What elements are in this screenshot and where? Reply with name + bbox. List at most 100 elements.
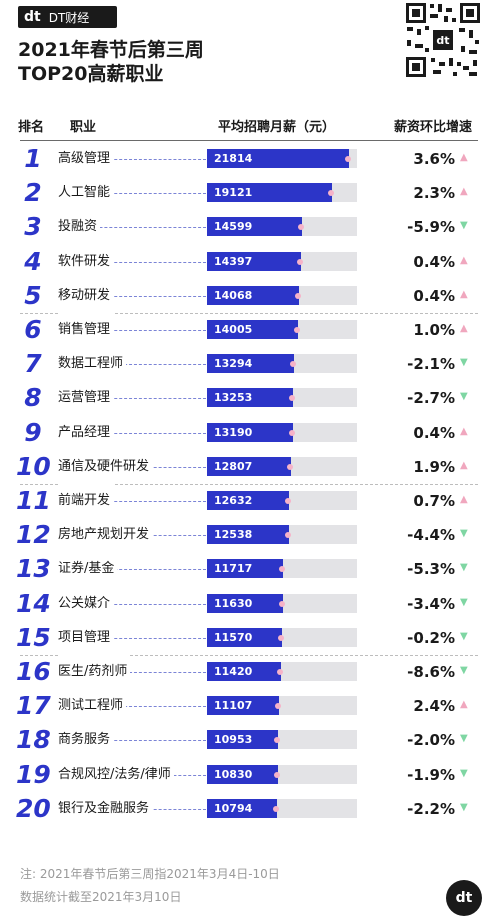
up-arrow-icon: ▲ bbox=[460, 459, 468, 471]
leader-line bbox=[60, 603, 206, 605]
table-row: 9 产品经理 13190 0.4% ▲ bbox=[0, 415, 497, 450]
rank-number: 16 bbox=[16, 657, 51, 686]
job-label: 高级管理 bbox=[58, 142, 114, 176]
job-label: 软件研发 bbox=[58, 244, 114, 279]
up-arrow-icon: ▲ bbox=[460, 699, 468, 711]
rank-number: 5 bbox=[24, 280, 42, 310]
rank-number: 20 bbox=[16, 793, 51, 823]
table-row: 10 通信及硬件研发 12807 1.9% ▲ bbox=[0, 449, 497, 484]
growth-value: -1.9% bbox=[407, 765, 455, 784]
salary-value: 12632 bbox=[214, 494, 253, 507]
leader-line bbox=[60, 569, 206, 571]
job-label: 产品经理 bbox=[58, 415, 114, 450]
table-row: 5 移动研发 14068 0.4% ▲ bbox=[0, 278, 497, 313]
growth-value: 0.4% bbox=[413, 252, 455, 271]
table-row: 3 投融资 14599 -5.9% ▼ bbox=[0, 210, 497, 245]
bar-track: 13190 bbox=[207, 422, 357, 442]
bar-end-marker bbox=[284, 532, 291, 539]
up-arrow-icon: ▲ bbox=[460, 425, 468, 437]
growth-value: 1.9% bbox=[413, 457, 455, 476]
bar-end-marker bbox=[286, 463, 293, 470]
leader-line bbox=[60, 398, 206, 400]
growth-value: -5.3% bbox=[407, 560, 455, 579]
growth-value: 0.7% bbox=[413, 492, 455, 510]
salary-value: 11717 bbox=[214, 562, 253, 576]
salary-bar: 14599 bbox=[207, 217, 303, 237]
down-arrow-icon: ▼ bbox=[460, 801, 468, 813]
salary-value: 11420 bbox=[214, 665, 253, 678]
bar-end-marker bbox=[277, 669, 284, 675]
bar-track: 19121 bbox=[207, 183, 357, 203]
bar-track: 10830 bbox=[207, 764, 357, 784]
down-arrow-icon: ▼ bbox=[460, 220, 468, 232]
salary-bar: 11717 bbox=[207, 559, 284, 579]
rank-number: 14 bbox=[16, 588, 51, 618]
growth-value: 3.6% bbox=[413, 150, 455, 168]
rank-number: 6 bbox=[24, 315, 42, 344]
bar-end-marker bbox=[278, 634, 285, 641]
growth-value: -4.4% bbox=[407, 526, 455, 545]
salary-value: 11570 bbox=[214, 630, 253, 644]
table-row: 11 前端开发 12632 0.7% ▲ bbox=[0, 484, 497, 518]
salary-value: 19121 bbox=[214, 186, 253, 200]
salary-value: 13190 bbox=[214, 425, 253, 439]
leader-line bbox=[60, 193, 206, 195]
salary-bar: 13253 bbox=[207, 388, 294, 408]
growth-value: 2.3% bbox=[413, 184, 455, 203]
bar-track: 12632 bbox=[207, 491, 357, 510]
job-label: 运营管理 bbox=[58, 381, 114, 416]
salary-bar: 13294 bbox=[207, 354, 294, 374]
chart-title-line1: 2021年春节后第三周 bbox=[18, 39, 204, 61]
down-arrow-icon: ▼ bbox=[460, 767, 468, 779]
rank-number: 4 bbox=[24, 246, 42, 276]
job-label: 合规风控/法务/律师 bbox=[58, 757, 174, 792]
salary-bar: 11570 bbox=[207, 627, 283, 647]
table-row: 7 数据工程师 13294 -2.1% ▼ bbox=[0, 347, 497, 382]
bar-track: 13253 bbox=[207, 388, 357, 408]
bar-track: 12807 bbox=[207, 456, 357, 476]
job-label: 商务服务 bbox=[58, 723, 114, 758]
table-row: 14 公关媒介 11630 -3.4% ▼ bbox=[0, 586, 497, 621]
brand-name: DT财经 bbox=[48, 10, 90, 25]
table-row: 17 测试工程师 11107 2.4% ▲ bbox=[0, 689, 497, 724]
bar-end-marker bbox=[289, 429, 296, 436]
bar-end-marker bbox=[273, 805, 280, 812]
growth-value: -5.9% bbox=[407, 218, 455, 237]
growth-value: -2.7% bbox=[407, 389, 455, 408]
table-row: 16 医生/药剂师 11420 -8.6% ▼ bbox=[0, 655, 497, 689]
up-arrow-icon: ▲ bbox=[460, 323, 468, 334]
salary-value: 13253 bbox=[214, 391, 253, 405]
growth-value: 0.4% bbox=[413, 423, 455, 442]
bar-end-marker bbox=[294, 292, 301, 299]
job-label: 公关媒介 bbox=[58, 586, 114, 621]
leader-line bbox=[60, 227, 206, 229]
salary-bar: 10794 bbox=[207, 798, 278, 818]
job-label: 数据工程师 bbox=[58, 347, 127, 382]
table-row: 20 银行及金融服务 10794 -2.2% ▼ bbox=[0, 791, 497, 826]
up-arrow-icon: ▲ bbox=[460, 254, 468, 266]
chart-title-line2: TOP20高薪职业 bbox=[18, 63, 164, 85]
job-label: 项目管理 bbox=[58, 620, 114, 655]
leader-line bbox=[60, 637, 206, 639]
table-row: 15 项目管理 11570 -0.2% ▼ bbox=[0, 620, 497, 655]
bar-track: 11420 bbox=[207, 662, 357, 681]
salary-value: 13294 bbox=[214, 357, 253, 371]
job-label: 移动研发 bbox=[58, 278, 114, 313]
table-row: 2 人工智能 19121 2.3% ▲ bbox=[0, 176, 497, 211]
header-salary: 平均招聘月薪（元） bbox=[218, 120, 336, 135]
header-growth: 薪资环比增速 bbox=[394, 120, 473, 135]
bar-track: 11107 bbox=[207, 696, 357, 716]
salary-bar: 12632 bbox=[207, 491, 290, 510]
rank-number: 10 bbox=[16, 451, 51, 481]
brand-badge: dt DT财经 bbox=[18, 6, 117, 28]
down-arrow-icon: ▼ bbox=[460, 391, 468, 403]
bar-track: 14068 bbox=[207, 285, 357, 305]
brand-logo-mark: dt bbox=[24, 9, 41, 25]
rank-number: 3 bbox=[24, 212, 42, 242]
job-label: 前端开发 bbox=[58, 484, 114, 518]
rank-number: 2 bbox=[24, 178, 42, 208]
table-row: 13 证券/基金 11717 -5.3% ▼ bbox=[0, 552, 497, 587]
leader-line bbox=[60, 364, 206, 366]
growth-value: 1.0% bbox=[413, 321, 455, 339]
salary-bar: 10830 bbox=[207, 764, 278, 784]
